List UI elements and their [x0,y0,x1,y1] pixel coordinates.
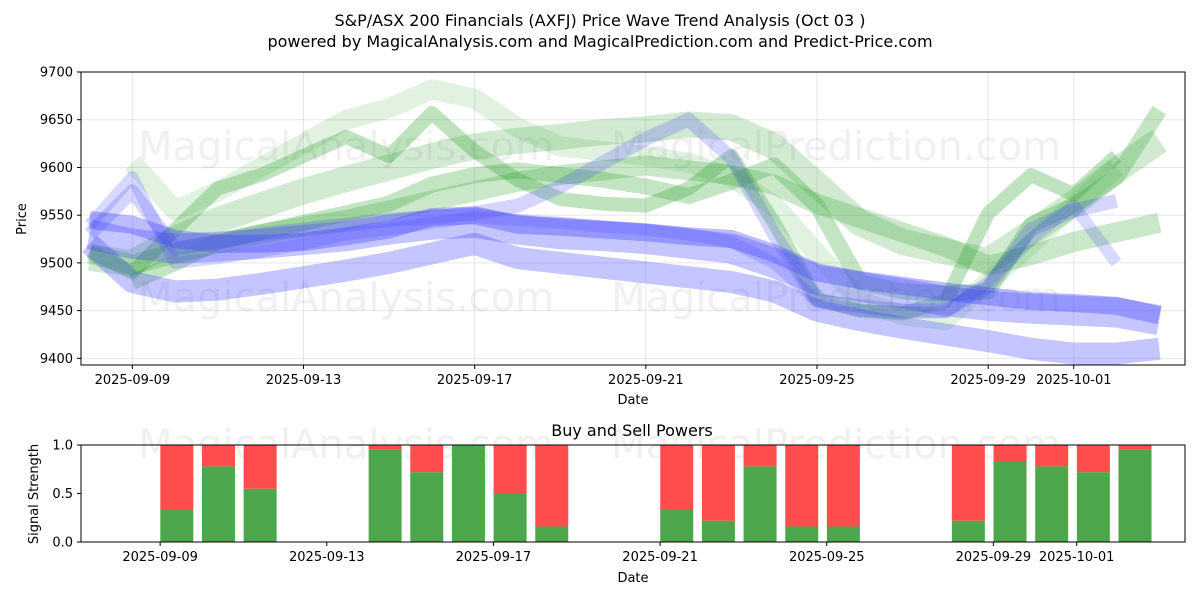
signal-x-tick-label: 2025-10-01 [1039,550,1115,565]
price-x-tick-label: 2025-09-17 [437,373,513,388]
sell-power-bar [493,445,527,494]
blue-trend-band [86,207,1162,335]
price-y-tick-label: 9500 [40,256,73,271]
signal-panel: Buy and Sell Powers MagicalAnalysis.com … [27,421,1186,586]
price-y-tick-label: 9700 [40,66,73,81]
signal-y-tick-label: 0.5 [52,487,73,502]
signal-y-ticks: 0.0 0.5 1.0 [52,439,81,551]
sell-power-bar [535,445,569,527]
price-y-tick-label: 9650 [40,113,73,128]
price-y-ticks: 9400 9450 9500 9550 9600 9650 9700 [40,66,81,367]
price-watermarks: MagicalAnalysis.com MagicalPrediction.co… [138,124,1061,321]
sell-power-bar [743,445,777,467]
sell-power-bar [1076,445,1110,473]
buy-power-bar [701,520,735,542]
price-x-ticks: 2025-09-09 2025-09-13 2025-09-17 2025-09-21… [95,365,1112,388]
price-x-tick-label: 2025-10-01 [1036,373,1112,388]
signal-x-tick-label: 2025-09-09 [122,550,198,565]
signal-x-tick-label: 2025-09-17 [456,550,532,565]
buy-power-bar [201,466,235,542]
sell-power-bar [1035,445,1069,467]
sell-power-bar [410,445,444,473]
signal-x-tick-label: 2025-09-29 [956,550,1032,565]
price-x-tick-label: 2025-09-25 [779,373,855,388]
price-y-tick-label: 9400 [40,352,73,367]
buy-power-bar [993,461,1027,542]
sell-power-bar [201,445,235,467]
signal-y-axis-label: Signal Strength [27,444,42,544]
buy-power-bar [1035,466,1069,542]
buy-power-bar [368,449,402,542]
price-y-axis-label: Price [15,203,30,235]
sell-power-bar [785,445,819,527]
buy-power-bar [451,445,485,542]
watermark-text: MagicalPrediction.com [611,275,1061,321]
price-x-tick-label: 2025-09-29 [950,373,1026,388]
buy-power-bar [660,509,694,542]
sell-power-bar [660,445,694,510]
signal-x-tick-label: 2025-09-25 [789,550,865,565]
buy-power-bar [535,526,569,542]
sell-power-bar [1118,445,1152,450]
watermark-text: MagicalAnalysis.com [138,124,554,170]
signal-x-ticks: 2025-09-09 2025-09-13 2025-09-17 2025-09-21… [122,542,1114,565]
buy-power-bar [951,520,985,542]
price-y-tick-label: 9600 [40,161,73,176]
sell-power-bar [243,445,277,489]
blue-trend-band [88,206,1162,325]
sell-power-bar [826,445,860,527]
buy-power-bar [743,466,777,542]
sell-power-bar [701,445,735,521]
signal-title: Buy and Sell Powers [551,421,713,440]
price-series [82,79,1167,365]
price-y-tick-label: 9450 [40,304,73,319]
green-trend-band [86,155,1162,276]
sell-power-bar [160,445,194,510]
green-trend-band [88,111,1167,276]
buy-power-bar [826,526,860,542]
sell-power-bar [993,445,1027,462]
buy-power-bar [160,509,194,542]
watermark-text: MagicalAnalysis.com [138,275,554,321]
signal-y-tick-label: 1.0 [52,439,73,454]
price-x-tick-label: 2025-09-21 [608,373,684,388]
chart-subtitle: powered by MagicalAnalysis.com and Magic… [267,32,932,51]
buy-power-bar [785,526,819,542]
price-panel: MagicalAnalysis.com MagicalPrediction.co… [15,66,1186,408]
signal-x-tick-label: 2025-09-13 [289,550,365,565]
signal-x-tick-label: 2025-09-21 [622,550,698,565]
signal-y-tick-label: 0.0 [52,536,73,551]
buy-power-bar [1076,472,1110,542]
buy-power-bar [493,493,527,542]
sell-power-bar [368,445,402,450]
price-x-tick-label: 2025-09-09 [95,373,171,388]
buy-power-bar [243,488,277,542]
blue-trend-band [85,171,1122,319]
signal-bars [160,445,1152,542]
blue-trend-band [82,232,1161,365]
buy-power-bar [410,472,444,542]
chart-title: S&P/ASX 200 Financials (AXFJ) Price Wave… [334,11,865,30]
green-trend-band [129,105,1167,302]
sell-power-bar [951,445,985,521]
price-y-tick-label: 9550 [40,209,73,224]
price-x-tick-label: 2025-09-13 [266,373,342,388]
green-trend-band [86,106,1122,321]
price-plot-frame [80,71,1186,366]
price-plot-area [81,72,1185,365]
green-trend-band [124,79,1124,331]
price-x-axis-label: Date [617,393,648,408]
buy-power-bar [1118,449,1152,542]
blue-trend-band [84,112,1119,318]
signal-x-axis-label: Date [617,571,648,586]
watermark-text: MagicalPrediction.com [611,124,1061,170]
